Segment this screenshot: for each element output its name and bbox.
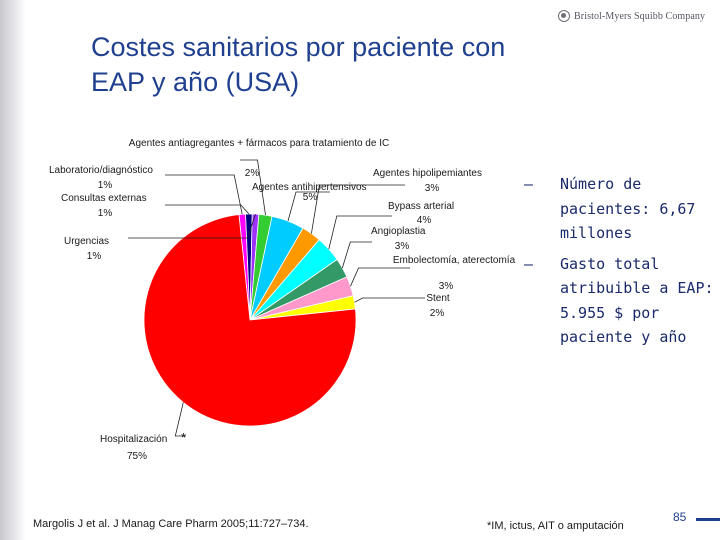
leader-line [128, 213, 256, 239]
slice-value-stent: 2% [430, 308, 445, 319]
slice-label-angioplastia: Angioplastia [371, 226, 426, 237]
slice-label-antihipertensivos: Agentes antihipertensivos [252, 182, 367, 193]
slide-edge-band [0, 0, 26, 540]
logo-mark-icon [558, 10, 570, 22]
slice-label-hipolipemiantes: Agentes hipolipemiantes [373, 168, 482, 179]
slice-value-embolectomia: 3% [439, 281, 454, 292]
slice-label-embolectomia: Embolectomía, aterectomía [393, 255, 516, 266]
pie-slice [143, 214, 357, 427]
logo-text: Bristol-Myers Squibb Company [574, 10, 706, 22]
leader-line [311, 184, 405, 234]
slice-label-antiagregantes: Agentes antiagregantes + fármacos para t… [129, 138, 389, 149]
slice-value-antiagregantes: 2% [245, 168, 260, 179]
bullet-patients: – Número de pacientes: 6,67 millones [524, 172, 714, 246]
bullet-list: – Número de pacientes: 6,67 millones – G… [524, 172, 714, 356]
title-line-1: Costes sanitarios por paciente con [91, 32, 506, 62]
slice-value-hipolipemiantes: 3% [425, 183, 440, 194]
slice-value-urgencias: 1% [87, 251, 102, 262]
slice-label-bypass: Bypass arterial [388, 201, 454, 212]
slice-value-laboratorio: 1% [98, 180, 113, 191]
pie-slices [143, 213, 357, 427]
slice-value-bypass: 4% [417, 215, 432, 226]
slice-label-consultas: Consultas externas [61, 193, 147, 204]
leader-line [165, 204, 250, 215]
leader-line [240, 159, 266, 216]
slide-title: Costes sanitarios por paciente con EAP y… [91, 30, 651, 100]
slice-value-angioplastia: 3% [395, 241, 410, 252]
source-citation: Margolis J et al. J Manag Care Pharm 200… [33, 518, 309, 530]
bullet-total-cost: – Gasto total atribuible a EAP: 5.955 $ … [524, 252, 714, 350]
slice-value-hospitalizacion: 75% [127, 451, 147, 462]
leader-line [165, 174, 243, 215]
slice-value-antihipertensivos: 5% [303, 192, 318, 203]
title-line-2: EAP y año (USA) [91, 67, 300, 97]
slice-label-mark-hospitalizacion: * [181, 430, 186, 445]
slice-label-urgencias: Urgencias [64, 236, 109, 247]
bullet-text-total-cost: Gasto total atribuible a EAP: 5.955 $ po… [560, 254, 714, 347]
slice-label-laboratorio: Laboratorio/diagnóstico [49, 165, 153, 176]
leader-line [350, 267, 410, 287]
leader-lines [128, 159, 425, 437]
footnote: *IM, ictus, AIT o amputación [487, 520, 624, 532]
page-number-rule [696, 518, 720, 521]
leader-line [341, 241, 372, 269]
bullet-dash: – [524, 254, 534, 273]
bullet-text-patients: Número de pacientes: 6,67 millones [560, 175, 696, 242]
page-number: 85 [673, 510, 687, 524]
leader-line [354, 297, 425, 303]
slice-label-hospitalizacion: Hospitalización [100, 434, 167, 445]
slice-label-stent: Stent [426, 293, 450, 304]
company-logo: Bristol-Myers Squibb Company [558, 10, 705, 22]
bullet-dash: – [524, 175, 534, 193]
leader-line [174, 402, 186, 437]
slice-value-consultas: 1% [98, 208, 113, 219]
leader-line [328, 215, 392, 250]
leader-line [287, 191, 330, 222]
